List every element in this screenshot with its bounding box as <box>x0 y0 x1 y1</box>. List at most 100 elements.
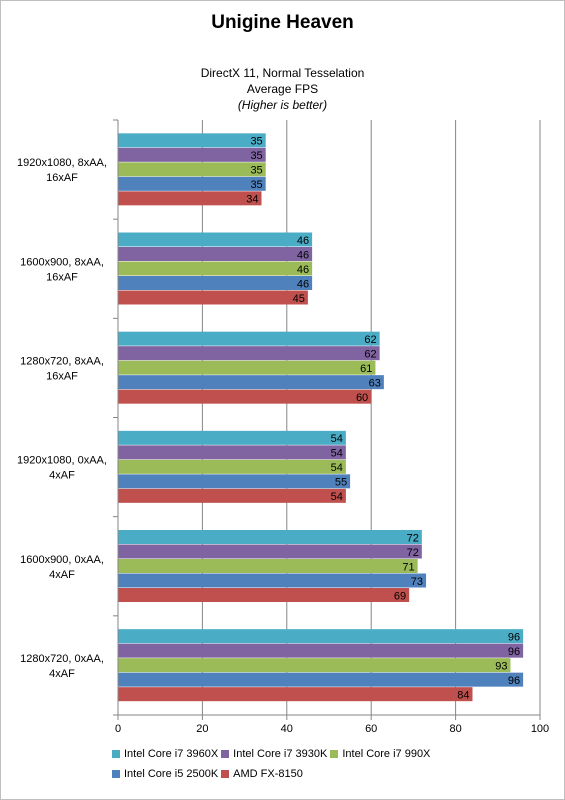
data-label-1-4: 45 <box>293 293 305 305</box>
data-label-5-2: 93 <box>495 660 507 672</box>
chart-legend: Intel Core i7 3960X Intel Core i7 3930K In… <box>112 748 552 788</box>
bar-5-1 <box>118 643 524 658</box>
category-label-0-line-1: 16xAF <box>46 172 78 184</box>
data-label-1-1: 46 <box>297 249 309 261</box>
bar-3-0 <box>118 430 346 445</box>
bar-3-3 <box>118 474 351 489</box>
bar-0-3 <box>118 176 266 191</box>
data-label-5-4: 84 <box>457 689 469 701</box>
bar-2-4 <box>118 389 372 404</box>
legend-item-2: Intel Core i7 990X <box>330 748 430 760</box>
data-label-3-1: 54 <box>331 448 343 460</box>
legend-swatch-1 <box>221 750 230 758</box>
bar-3-4 <box>118 488 346 503</box>
data-label-1-2: 46 <box>297 264 309 276</box>
category-label-4-line-1: 4xAF <box>49 569 75 581</box>
data-label-2-0: 62 <box>364 334 376 346</box>
bar-0-4 <box>118 191 262 206</box>
x-tick-label-5: 100 <box>531 723 549 735</box>
bar-5-4 <box>118 687 473 702</box>
bar-4-3 <box>118 573 427 588</box>
data-label-1-0: 46 <box>297 235 309 247</box>
data-label-4-1: 72 <box>407 547 419 559</box>
bar-0-1 <box>118 147 266 162</box>
bar-0-0 <box>118 133 266 148</box>
bar-5-2 <box>118 658 511 673</box>
plot-area <box>118 120 540 715</box>
x-tick-label-1: 20 <box>196 723 208 735</box>
legend-swatch-0 <box>112 750 120 758</box>
data-label-2-3: 63 <box>369 377 381 389</box>
data-label-2-4: 60 <box>356 392 368 404</box>
bar-1-2 <box>118 261 313 276</box>
data-label-4-3: 73 <box>411 576 423 588</box>
data-label-3-0: 54 <box>331 433 343 445</box>
data-label-3-4: 54 <box>331 491 343 503</box>
bar-2-3 <box>118 375 384 390</box>
category-label-4-line-0: 1600x900, 0xAA, <box>20 554 104 566</box>
bar-4-0 <box>118 530 422 544</box>
legend-item-1: Intel Core i7 3930K <box>221 748 327 760</box>
legend-item-0: Intel Core i7 3960X <box>112 748 218 760</box>
legend-label-1: Intel Core i7 3930K <box>233 748 328 760</box>
legend-swatch-4 <box>221 770 230 778</box>
category-label-1-line-1: 16xAF <box>46 271 78 283</box>
data-label-5-1: 96 <box>508 646 520 658</box>
x-tick-label-3: 60 <box>365 723 377 735</box>
bar-2-2 <box>118 360 376 375</box>
bar-2-1 <box>118 346 380 361</box>
bar-1-4 <box>118 290 308 305</box>
category-label-3-line-0: 1920x1080, 0xAA, <box>17 455 107 467</box>
bar-0-2 <box>118 162 266 177</box>
bar-3-1 <box>118 445 346 460</box>
chart-subtitle-line-3: (Higher is better) <box>237 98 328 112</box>
legend-label-2: Intel Core i7 990X <box>342 748 431 760</box>
x-tick-label-4: 80 <box>449 723 461 735</box>
legend-swatch-2 <box>330 750 339 758</box>
data-label-0-1: 35 <box>250 150 262 162</box>
category-label-5-line-0: 1280x720, 0xAA, <box>20 653 104 665</box>
data-label-4-4: 69 <box>394 590 406 602</box>
legend-label-4: AMD FX-8150 <box>233 768 303 780</box>
data-label-0-0: 35 <box>250 136 262 148</box>
bar-2-0 <box>118 331 380 346</box>
data-label-4-2: 71 <box>402 561 414 573</box>
category-label-3-line-1: 4xAF <box>49 470 75 482</box>
legend-label-3: Intel Core i5 2500K <box>124 768 219 780</box>
x-tick-label-0: 0 <box>115 723 121 735</box>
data-label-5-3: 96 <box>508 675 520 687</box>
chart-title: Unigine Heaven <box>211 12 354 33</box>
category-label-2-line-1: 16xAF <box>46 370 78 382</box>
data-label-0-4: 34 <box>246 194 258 206</box>
chart-subtitle-line-1: DirectX 11, Normal Tesselation <box>200 66 365 80</box>
legend-item-4: AMD FX-8150 <box>221 768 303 780</box>
chart-subtitle-line-2: Average FPS <box>246 82 319 96</box>
bar-1-1 <box>118 247 313 261</box>
data-label-0-2: 35 <box>250 165 262 177</box>
category-label-0-line-0: 1920x1080, 8xAA, <box>17 157 107 169</box>
bar-4-4 <box>118 588 410 602</box>
x-tick-label-2: 40 <box>281 723 293 735</box>
data-label-2-1: 62 <box>364 348 376 360</box>
data-label-3-3: 55 <box>335 477 347 489</box>
legend-swatch-3 <box>112 770 120 778</box>
category-label-1-line-0: 1600x900, 8xAA, <box>20 256 104 268</box>
legend-item-3: Intel Core i5 2500K <box>112 768 218 780</box>
legend-label-0: Intel Core i7 3960X <box>124 748 219 760</box>
data-label-5-0: 96 <box>508 631 520 643</box>
bar-3-2 <box>118 459 346 474</box>
bar-4-1 <box>118 544 422 559</box>
data-label-4-0: 72 <box>407 532 419 544</box>
data-label-3-2: 54 <box>331 462 343 474</box>
bar-5-3 <box>118 672 524 687</box>
data-label-2-2: 61 <box>360 363 372 375</box>
bar-5-0 <box>118 629 524 644</box>
category-label-5-line-1: 4xAF <box>49 668 75 680</box>
bar-1-0 <box>118 232 313 247</box>
category-label-2-line-0: 1280x720, 8xAA, <box>20 355 104 367</box>
bar-1-3 <box>118 276 313 290</box>
data-label-0-3: 35 <box>250 179 262 191</box>
bar-4-2 <box>118 559 418 573</box>
data-label-1-3: 46 <box>297 278 309 290</box>
